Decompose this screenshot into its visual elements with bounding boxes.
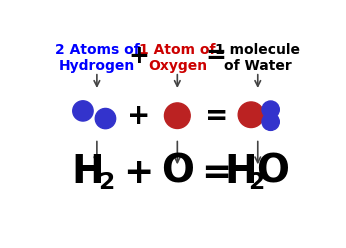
Text: =: = xyxy=(206,44,227,68)
Ellipse shape xyxy=(95,108,116,129)
Text: 2: 2 xyxy=(248,171,265,194)
Text: +: + xyxy=(127,102,150,130)
Text: 2 Atoms of
Hydrogen: 2 Atoms of Hydrogen xyxy=(55,43,139,73)
Text: =: = xyxy=(204,102,228,130)
Text: 1 Atom of
Oxygen: 1 Atom of Oxygen xyxy=(139,43,216,73)
Text: +: + xyxy=(123,155,154,189)
Text: H: H xyxy=(71,153,104,190)
Text: O: O xyxy=(256,153,289,190)
Text: =: = xyxy=(201,155,231,189)
Ellipse shape xyxy=(164,103,190,128)
Ellipse shape xyxy=(73,101,93,121)
Text: +: + xyxy=(128,44,149,68)
Ellipse shape xyxy=(238,102,264,127)
Text: H: H xyxy=(224,153,257,190)
Text: O: O xyxy=(161,153,194,190)
Text: 1 molecule
of Water: 1 molecule of Water xyxy=(215,43,300,73)
Text: 2: 2 xyxy=(98,171,115,194)
Ellipse shape xyxy=(262,101,279,118)
Ellipse shape xyxy=(262,113,279,130)
